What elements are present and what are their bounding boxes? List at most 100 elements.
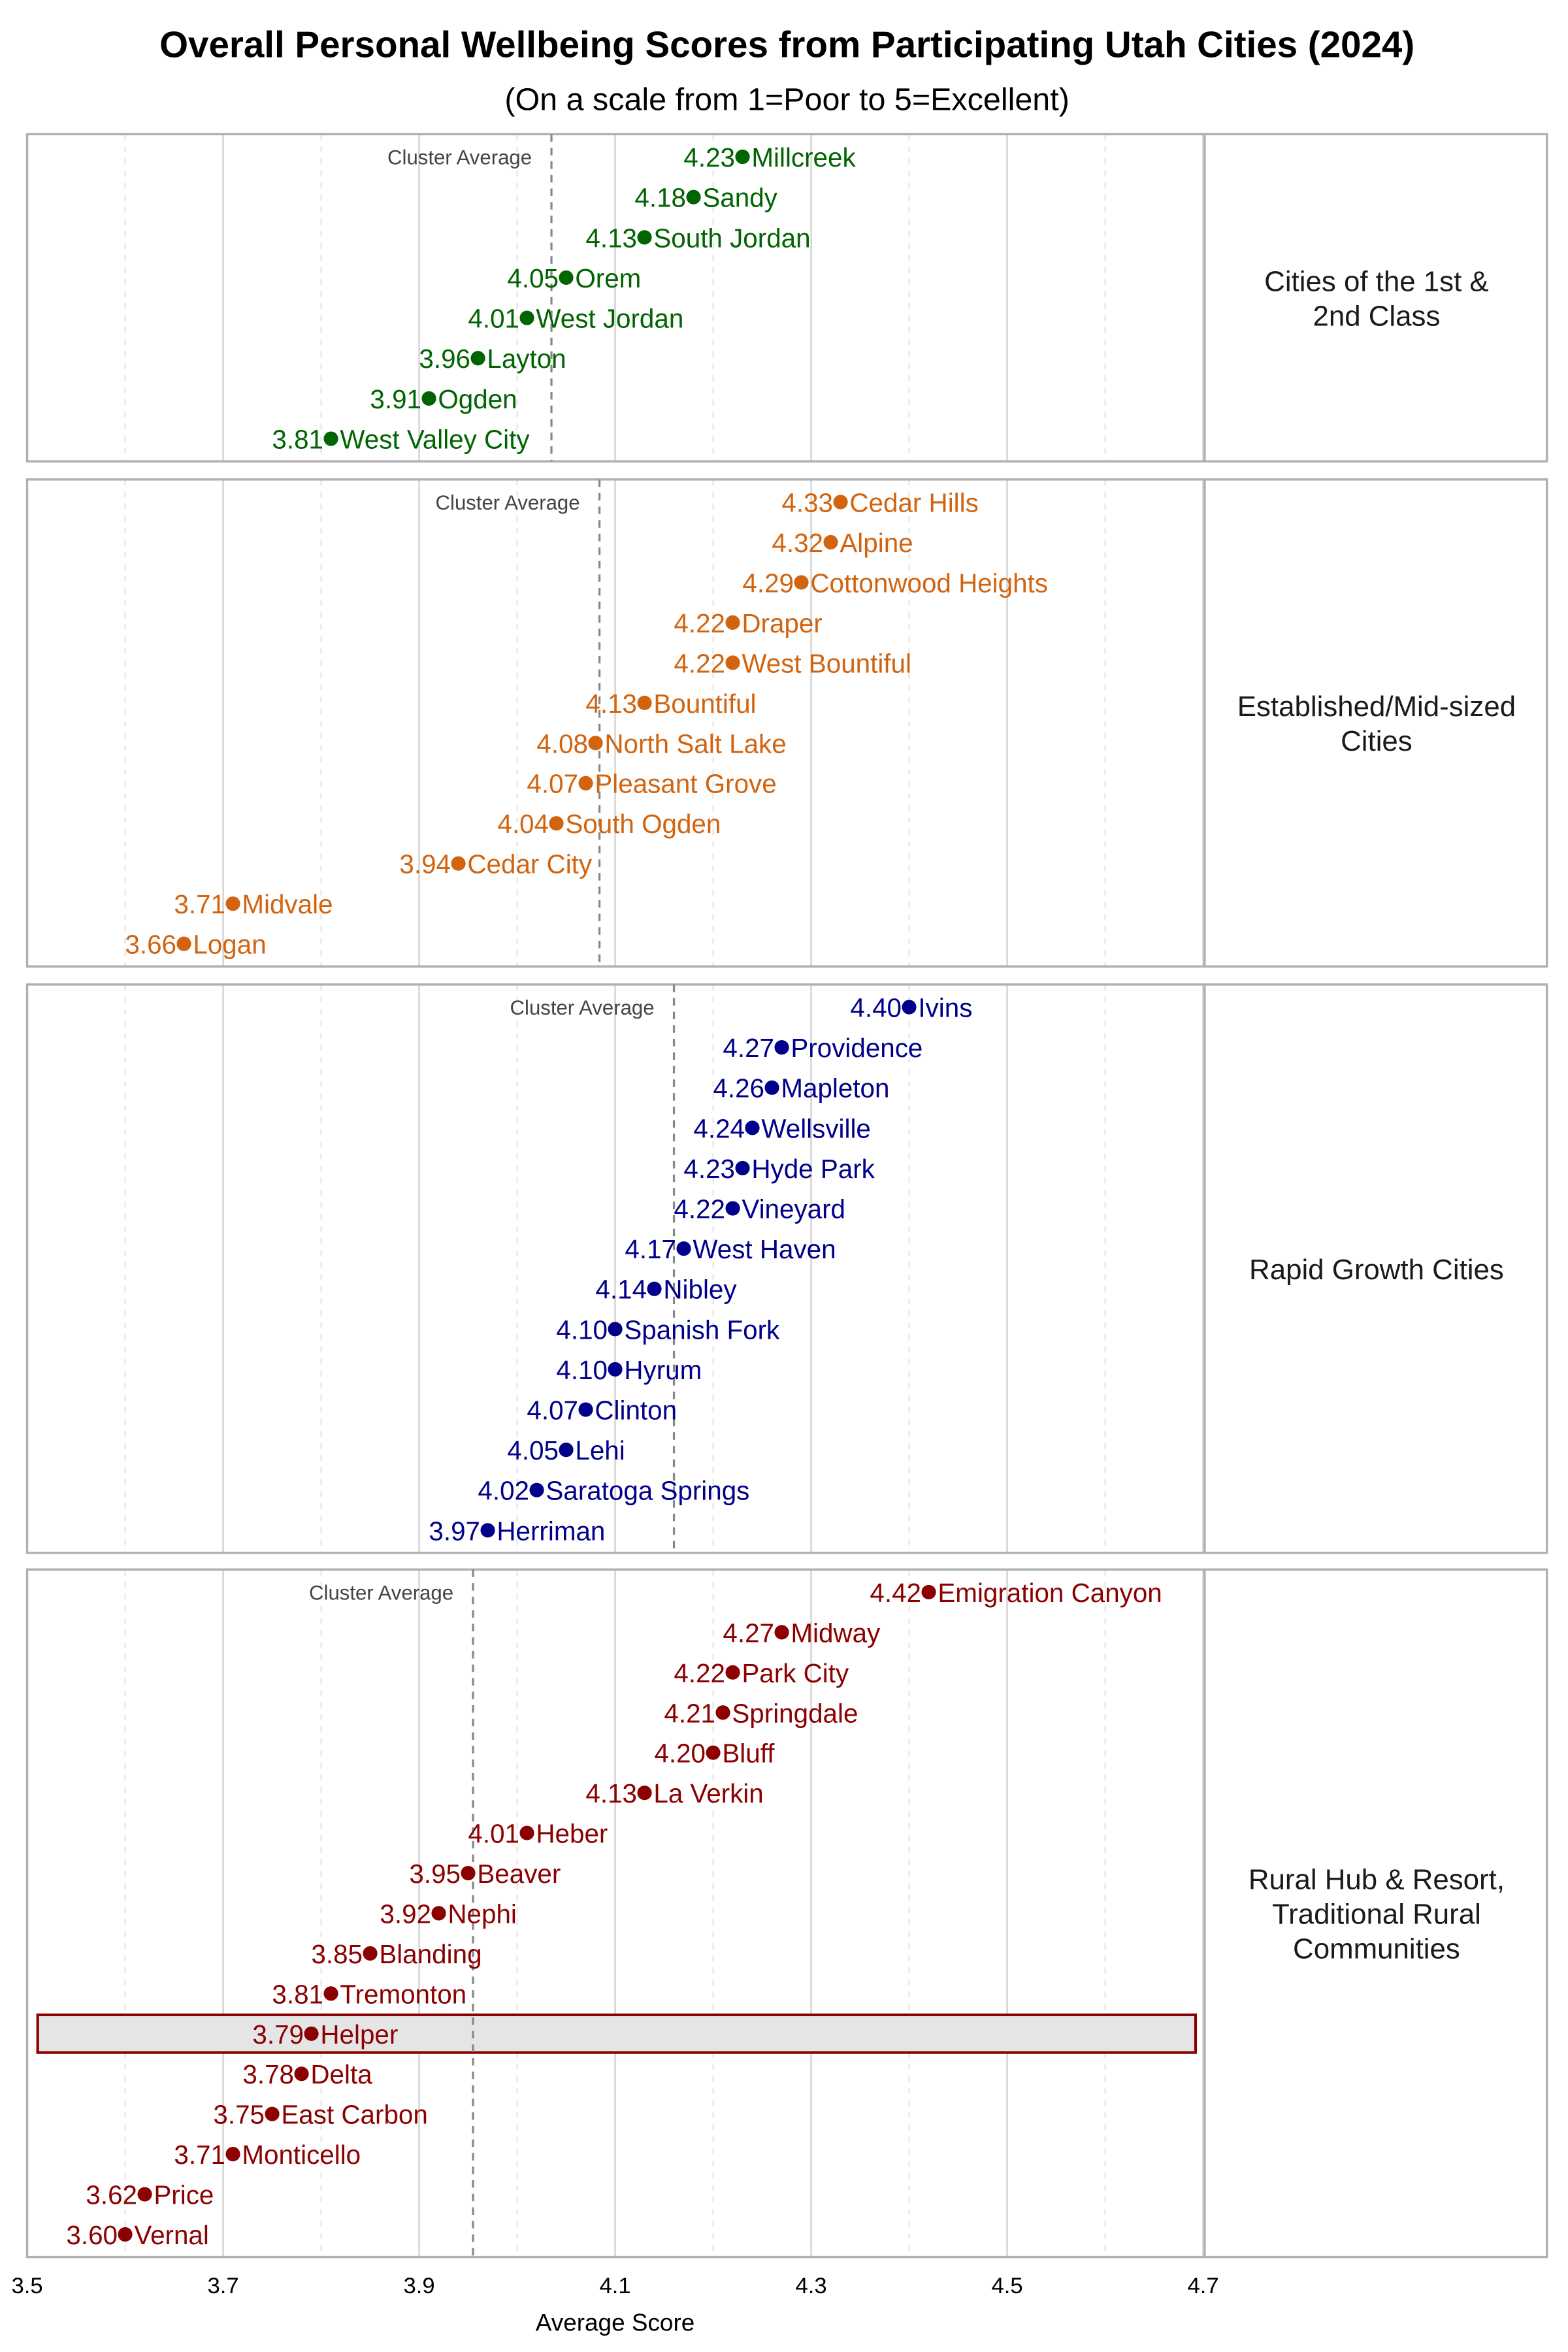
data-point: [363, 1946, 378, 1961]
value-label: 3.94: [399, 849, 451, 879]
data-point: [265, 2106, 280, 2121]
data-point: [549, 816, 564, 831]
value-label: 4.01: [468, 1819, 519, 1849]
city-label: Cedar City: [467, 849, 593, 879]
panels: Cities of the 1st &2nd Class Cluster Aver…: [25, 133, 1548, 2259]
x-tick-label: 4.3: [795, 2274, 826, 2298]
city-label: Springdale: [732, 1698, 858, 1728]
data-point: [559, 1443, 574, 1458]
value-label: 3.91: [370, 384, 421, 414]
city-label: Mapleton: [781, 1073, 889, 1103]
panel-strip-label: Cities: [1341, 725, 1413, 757]
value-label: 4.26: [713, 1073, 764, 1103]
city-label: Saratoga Springs: [546, 1476, 749, 1506]
data-point: [304, 2026, 319, 2041]
value-label: 4.22: [674, 1194, 725, 1224]
data-point: [519, 1825, 534, 1840]
city-label: Orem: [575, 263, 641, 293]
value-label: 4.05: [507, 263, 559, 293]
chart-title: Overall Personal Wellbeing Scores from P…: [159, 24, 1414, 65]
data-point: [823, 534, 838, 550]
data-point: [559, 270, 574, 286]
city-label: Bluff: [722, 1739, 775, 1769]
value-label: 3.95: [409, 1859, 461, 1889]
chart-subtitle: (On a scale from 1=Poor to 5=Excellent): [504, 82, 1070, 117]
city-label: Hyde Park: [751, 1154, 875, 1184]
city-label: Clinton: [595, 1396, 677, 1426]
city-label: South Ogden: [565, 809, 721, 839]
city-label: Alpine: [840, 528, 913, 558]
value-label: 4.13: [585, 1778, 637, 1808]
city-label: Wellsville: [761, 1113, 871, 1143]
data-point: [451, 856, 466, 871]
value-label: 4.20: [654, 1739, 706, 1769]
data-point: [735, 1160, 750, 1176]
value-label: 4.18: [634, 183, 686, 213]
value-label: 4.04: [497, 809, 549, 839]
city-label: La Verkin: [653, 1778, 763, 1808]
value-label: 4.32: [772, 528, 823, 558]
value-label: 4.13: [585, 223, 637, 253]
data-point: [706, 1745, 721, 1760]
value-label: 3.92: [380, 1899, 431, 1929]
value-label: 4.08: [536, 728, 588, 759]
value-label: 4.07: [527, 769, 578, 799]
value-label: 4.07: [527, 1396, 578, 1426]
city-label: West Haven: [693, 1234, 836, 1264]
value-label: 3.96: [419, 344, 470, 374]
data-point: [118, 2227, 133, 2242]
city-label: Price: [154, 2180, 214, 2210]
data-point: [431, 1906, 446, 1921]
value-label: 4.21: [664, 1698, 715, 1728]
value-label: 4.24: [693, 1113, 745, 1143]
city-label: Hyrum: [624, 1355, 702, 1385]
data-point: [735, 149, 750, 165]
highlight-box: [36, 2013, 1198, 2054]
value-label: 3.71: [174, 2140, 225, 2170]
x-tick-label: 3.5: [11, 2274, 42, 2298]
value-label: 3.78: [242, 2059, 294, 2089]
data-point: [470, 351, 485, 366]
data-point: [637, 695, 652, 710]
data-point: [421, 391, 436, 406]
data-point: [774, 1625, 789, 1640]
value-label: 4.40: [850, 993, 902, 1023]
panel-strip-label: Established/Mid-sized: [1237, 691, 1516, 723]
city-label: Draper: [742, 608, 822, 638]
value-label: 4.10: [556, 1315, 608, 1345]
x-tick-label: 4.7: [1187, 2274, 1218, 2298]
x-axis-label: Average Score: [536, 2310, 694, 2336]
panel-strip-label: Rapid Growth Cities: [1249, 1254, 1504, 1286]
city-label: Heber: [536, 1819, 608, 1849]
city-label: Bountiful: [653, 689, 756, 719]
city-label: Sandy: [702, 183, 777, 213]
city-label: Layton: [487, 344, 566, 374]
panel-border: [25, 478, 1548, 968]
cluster-average-label: Cluster Average: [309, 1581, 453, 1604]
city-label: West Valley City: [340, 425, 530, 455]
value-label: 4.10: [556, 1355, 608, 1385]
value-label: 3.75: [213, 2100, 265, 2130]
data-point: [686, 189, 701, 204]
data-point: [725, 615, 740, 630]
data-point: [833, 495, 848, 510]
value-label: 4.02: [478, 1476, 529, 1506]
data-point: [647, 1281, 662, 1296]
x-tick-label: 4.5: [991, 2274, 1022, 2298]
city-label: South Jordan: [653, 223, 810, 253]
city-label: Spanish Fork: [624, 1315, 780, 1345]
data-point: [608, 1362, 623, 1377]
value-label: 3.81: [272, 425, 323, 455]
panel-strip-label: 2nd Class: [1313, 300, 1440, 332]
panel-strip-label: Rural Hub & Resort,: [1249, 1864, 1505, 1896]
city-label: Cedar Hills: [849, 487, 978, 517]
data-point: [676, 1241, 691, 1256]
value-label: 4.27: [723, 1618, 774, 1648]
data-point: [578, 776, 593, 791]
data-point: [774, 1040, 789, 1055]
value-label: 4.05: [507, 1435, 559, 1465]
city-label: Nibley: [663, 1275, 737, 1305]
cluster-average-label: Cluster Average: [510, 996, 655, 1019]
x-tick-label: 3.9: [403, 2274, 434, 2298]
